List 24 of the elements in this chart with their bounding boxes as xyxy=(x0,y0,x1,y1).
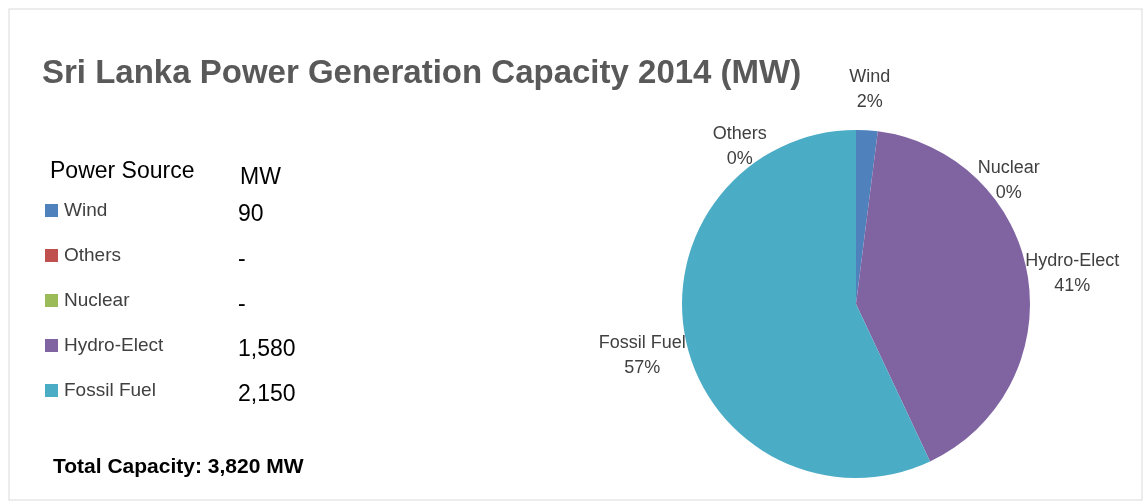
legend-title: Power Source xyxy=(50,157,195,183)
legend-label: Fossil Fuel xyxy=(64,379,156,400)
text: MW xyxy=(240,163,282,189)
text: 0% xyxy=(995,182,1022,203)
text: 1,580 xyxy=(238,335,296,361)
text: 90 xyxy=(238,200,264,226)
legend-label: Wind xyxy=(64,199,108,220)
data-label: 57% xyxy=(624,357,661,378)
data-label: 41% xyxy=(1054,275,1091,296)
legend-label: Hydro-Elect xyxy=(64,334,164,355)
text: - xyxy=(238,290,246,316)
text: Total Capacity: 3,820 MW xyxy=(53,454,304,477)
slice-label: Fossil Fuel xyxy=(598,332,686,353)
slice-label: Hydro-Elect xyxy=(1025,250,1120,271)
legend-label: Others xyxy=(64,244,122,265)
chart-title: Sri Lanka Power Generation Capacity 2014 (MW) xyxy=(42,53,802,90)
legend-label: Nuclear xyxy=(64,289,131,310)
data-label: 2% xyxy=(856,91,883,112)
category-label: Nuclear xyxy=(977,156,1040,177)
slice-label: Wind xyxy=(849,65,891,86)
text: - xyxy=(238,245,246,271)
text: 0% xyxy=(726,148,753,169)
text: 2,150 xyxy=(238,380,296,406)
category-label: Others xyxy=(712,122,767,143)
